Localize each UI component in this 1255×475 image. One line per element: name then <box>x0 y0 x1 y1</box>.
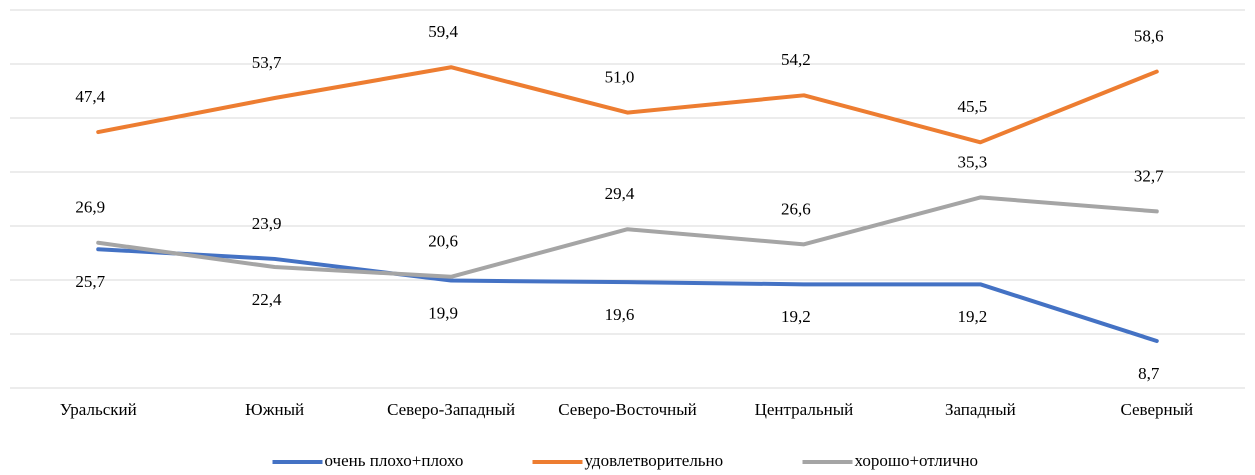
data-label: 29,4 <box>605 184 635 203</box>
data-label: 26,6 <box>781 199 811 218</box>
series-line <box>96 247 1159 344</box>
series-line <box>96 65 1159 145</box>
data-label: 59,4 <box>428 22 458 41</box>
legend-label: очень плохо+плохо <box>325 451 464 470</box>
data-label: 47,4 <box>75 87 105 106</box>
data-label: 25,7 <box>75 272 105 291</box>
legend-label: удовлетворительно <box>585 451 724 470</box>
data-label: 19,6 <box>605 305 635 324</box>
data-label: 45,5 <box>957 97 987 116</box>
x-tick-label: Центральный <box>755 400 854 419</box>
x-tick-label: Северо-Восточный <box>558 400 696 419</box>
legend-label: хорошо+отлично <box>855 451 979 470</box>
data-label: 58,6 <box>1134 26 1164 45</box>
data-label: 26,9 <box>75 198 105 217</box>
x-tick-label: Южный <box>245 400 304 419</box>
data-label: 32,7 <box>1134 166 1164 185</box>
data-label: 51,0 <box>605 68 635 87</box>
x-tick-label: Северо-Западный <box>387 400 515 419</box>
data-label: 23,9 <box>252 214 282 233</box>
data-label: 53,7 <box>252 53 282 72</box>
data-label: 54,2 <box>781 50 811 69</box>
data-label: 35,3 <box>957 152 987 171</box>
data-label: 19,9 <box>428 303 458 322</box>
data-label: 19,2 <box>781 307 811 326</box>
x-tick-label: Северный <box>1120 400 1193 419</box>
data-label: 22,4 <box>252 290 282 309</box>
x-tick-label: Западный <box>945 400 1016 419</box>
data-label: 20,6 <box>428 232 458 251</box>
data-label: 8,7 <box>1138 364 1160 383</box>
data-label: 19,2 <box>957 307 987 326</box>
x-tick-label: Уральский <box>60 400 137 419</box>
series-line <box>96 195 1159 279</box>
